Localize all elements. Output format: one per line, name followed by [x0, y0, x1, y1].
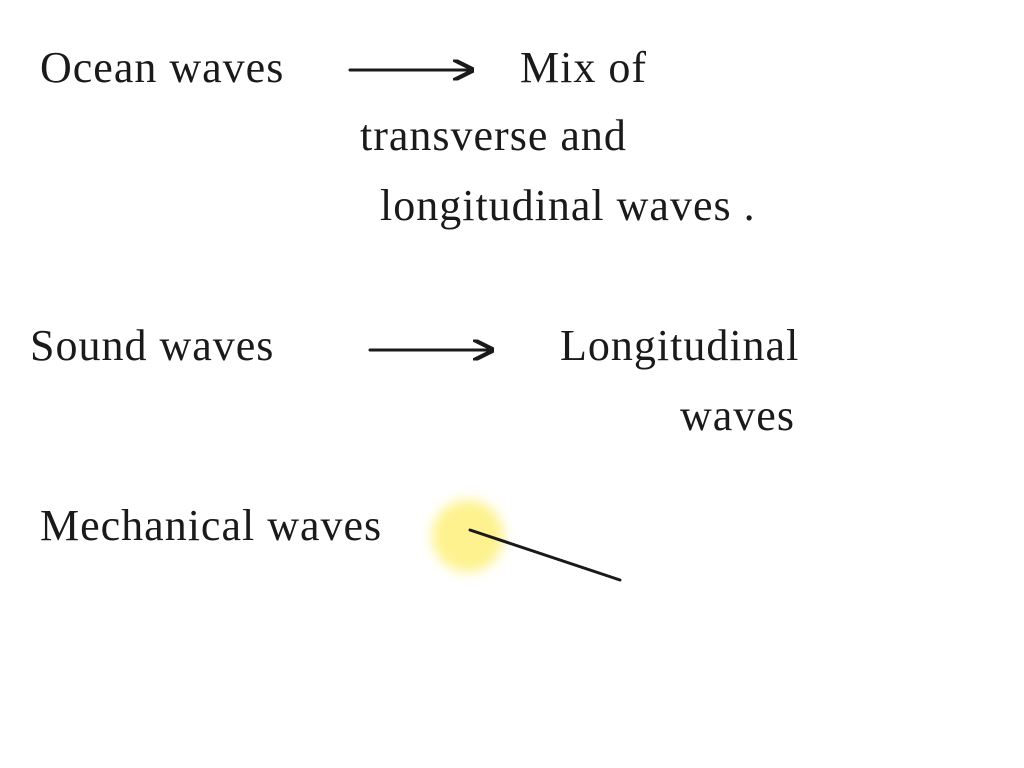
arrow-icon [0, 0, 1024, 768]
